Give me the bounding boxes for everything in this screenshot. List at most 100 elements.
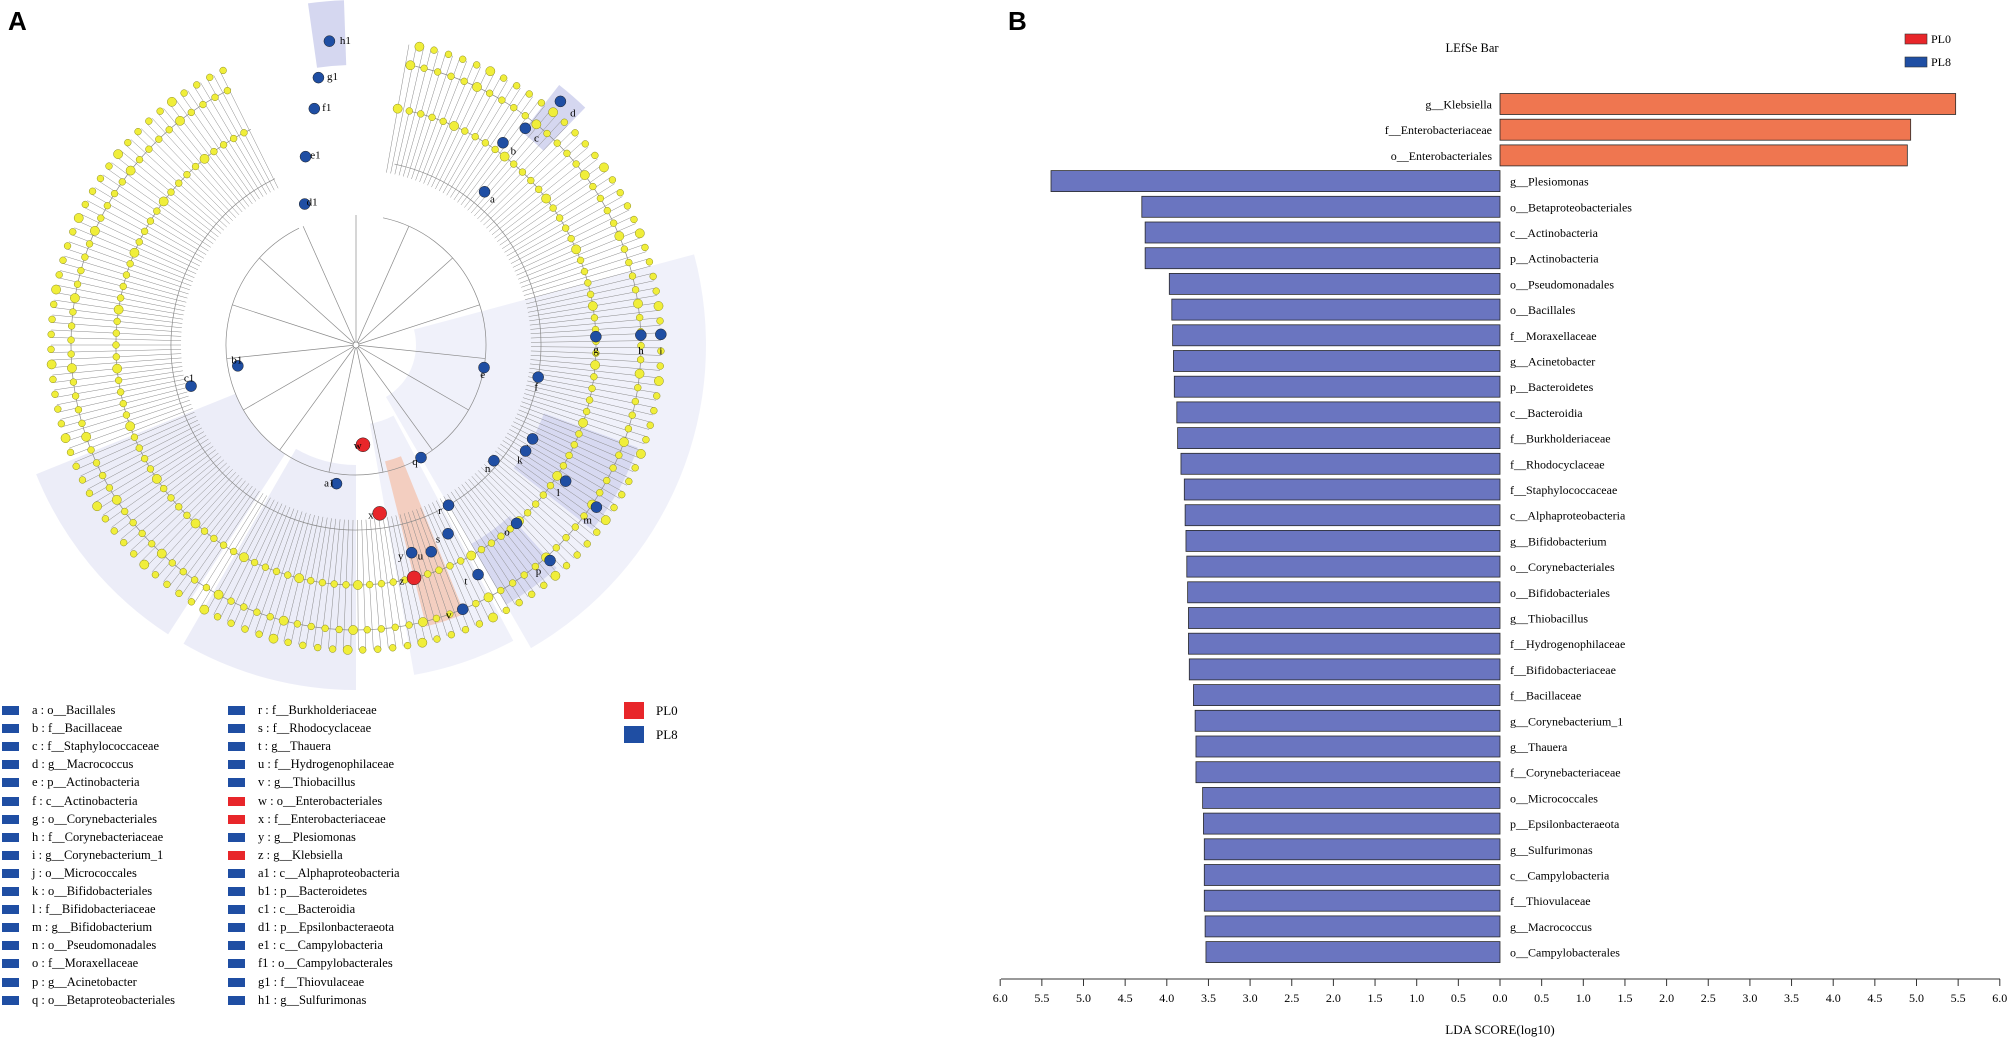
taxon-node [250, 558, 259, 567]
x-tick-label: 4.0 [1826, 991, 1841, 1005]
taxon-node [477, 545, 486, 554]
taxon-node [219, 141, 228, 149]
taxon-node [624, 425, 633, 433]
taxon-node [447, 72, 455, 80]
bar-g-thiobacillus [1188, 607, 1501, 629]
taxon-node [112, 353, 120, 361]
taxon-node [585, 396, 594, 404]
taxon-node [138, 529, 146, 538]
taxon-node [165, 126, 173, 134]
taxon-node [434, 68, 442, 76]
bar-label-o-pseudomonadales: o__Pseudomonadales [1510, 277, 1614, 291]
bar-label-f-hydrogenophilaceae: f__Hydrogenophilaceae [1510, 637, 1625, 651]
branch [355, 344, 469, 411]
taxon-node [294, 573, 305, 584]
taxon-node [219, 66, 227, 75]
taxon-node [111, 495, 122, 505]
bar-label-f-staphylococcaceae: f__Staphylococcaceae [1510, 483, 1617, 497]
taxon-node [119, 399, 127, 408]
x-tick-label: 2.5 [1701, 991, 1716, 1005]
biomarker-node-m [590, 501, 603, 513]
taxon-node [485, 66, 496, 77]
taxon-node [352, 580, 363, 590]
biomarker-label-m: m [583, 515, 592, 527]
taxon-node [475, 620, 484, 628]
biomarker-node-f [532, 371, 544, 383]
taxon-node [587, 301, 598, 311]
legend-text: z : g__Klebsiella [258, 847, 343, 862]
bar-f-staphylococcaceae [1183, 478, 1501, 501]
taxon-node [593, 528, 601, 536]
biomarker-label-c1: c1 [184, 372, 194, 384]
clade-shade-bacteroidetes [183, 448, 356, 690]
clade-shade-epsilon [307, 0, 347, 68]
taxon-node [114, 376, 123, 385]
branch [355, 304, 480, 346]
biomarker-node-l [559, 475, 572, 487]
bar-o-pseudomonadales [1168, 272, 1501, 295]
taxon-node [69, 308, 77, 316]
biomarker-label-v: v [446, 609, 452, 621]
taxon-node [113, 149, 123, 159]
biomarker-node-b [497, 136, 509, 149]
taxon-node [67, 363, 77, 373]
taxon-node [656, 317, 664, 325]
bar-label-f-rhodocyclaceae: f__Rhodocyclaceae [1510, 457, 1605, 471]
biomarker-node-p [544, 554, 556, 567]
taxon-node [603, 206, 611, 215]
taxon-node [439, 117, 447, 126]
branch [355, 344, 433, 451]
legend-swatch-pl8 [1904, 56, 1928, 68]
bar-label-c-alphaproteobacteria: c__Alphaproteobacteria [1510, 509, 1626, 523]
legend-swatch [2, 887, 19, 896]
biomarker-label-y: y [398, 550, 404, 562]
bar-f-enterobacteriaceae [1499, 118, 1912, 141]
taxon-node [579, 170, 590, 180]
taxon-node [509, 579, 517, 587]
taxon-node [580, 267, 589, 276]
biomarker-node-k [519, 445, 532, 457]
branch [355, 226, 410, 346]
taxon-node [240, 129, 248, 137]
taxon-node [191, 162, 200, 171]
taxon-node [167, 494, 175, 502]
legend-swatch [228, 887, 245, 896]
taxon-node [47, 345, 55, 354]
taxon-node [87, 446, 95, 454]
biomarker-node-d [554, 95, 567, 108]
pl0-swatch [624, 702, 644, 719]
taxon-node [630, 215, 638, 224]
taxon-node [129, 519, 137, 527]
taxon-node [636, 356, 645, 364]
taxon-node [97, 214, 105, 222]
taxon-node [261, 563, 270, 571]
taxon-node [653, 392, 661, 400]
taxon-node [148, 540, 156, 548]
taxon-node [447, 631, 456, 639]
taxon-node [191, 576, 199, 584]
biomarker-node-j [526, 433, 539, 445]
taxon-node [625, 258, 633, 267]
biomarker-node-z [406, 570, 422, 586]
taxon-node [535, 185, 543, 193]
taxon-node [374, 645, 382, 653]
taxon-node [435, 566, 443, 574]
bar-p-bacteroidetes [1173, 375, 1501, 398]
taxon-node [69, 378, 78, 386]
legend-text: s : f__Rhodocyclaceae [258, 721, 372, 736]
taxon-node [572, 160, 580, 168]
legend-text: l : f__Bifidobacteriaceae [32, 902, 156, 917]
taxon-node [81, 200, 89, 209]
taxon-node [590, 373, 598, 381]
taxon-node [460, 77, 468, 85]
biomarker-label-g: g [593, 344, 599, 356]
taxon-node [299, 641, 307, 649]
bar-g-macrococcus [1204, 915, 1501, 938]
x-tick-label: 0.5 [1451, 991, 1466, 1005]
taxon-node [560, 118, 568, 126]
biomarker-label-a: a [490, 194, 495, 206]
taxon-node [135, 444, 143, 452]
taxon-node [110, 189, 119, 198]
taxon-node [199, 100, 207, 109]
biomarker-node-s [442, 527, 454, 540]
